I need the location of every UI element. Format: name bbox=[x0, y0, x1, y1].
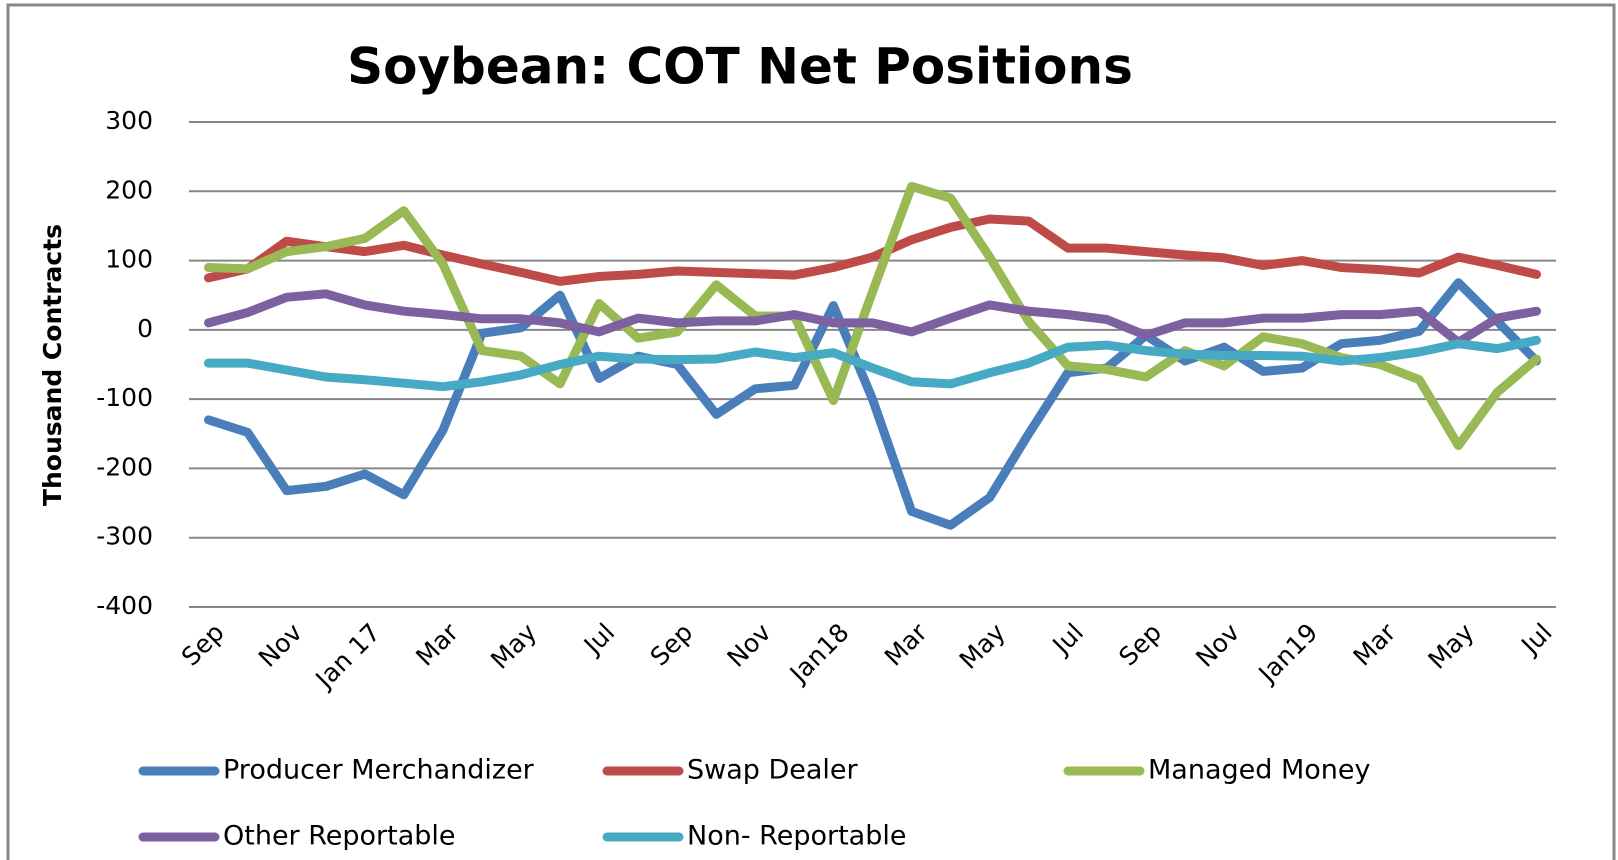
frame bbox=[6, 3, 1616, 860]
legend-label: Non- Reportable bbox=[687, 821, 906, 852]
y-tick-label: -400 bbox=[96, 591, 153, 620]
series-line bbox=[204, 335, 1541, 392]
series-line bbox=[204, 289, 1541, 347]
legend-label: Swap Dealer bbox=[687, 755, 859, 786]
y-axis-label: Thousand Contracts bbox=[38, 224, 67, 506]
y-tick-label: 100 bbox=[105, 245, 153, 274]
y-tick-label: -100 bbox=[96, 383, 153, 412]
y-tick-label: -200 bbox=[96, 452, 153, 481]
y-tick-label: 300 bbox=[105, 106, 153, 135]
y-tick-label: -300 bbox=[96, 522, 153, 551]
y-tick-label: 0 bbox=[137, 314, 153, 343]
legend-label: Managed Money bbox=[1148, 755, 1371, 786]
chart-title: Soybean: COT Net Positions bbox=[347, 38, 1133, 96]
legend-label: Producer Merchandizer bbox=[223, 755, 535, 786]
legend-label: Other Reportable bbox=[223, 821, 456, 852]
series-line bbox=[204, 181, 1541, 451]
y-tick-label: 200 bbox=[105, 175, 153, 204]
